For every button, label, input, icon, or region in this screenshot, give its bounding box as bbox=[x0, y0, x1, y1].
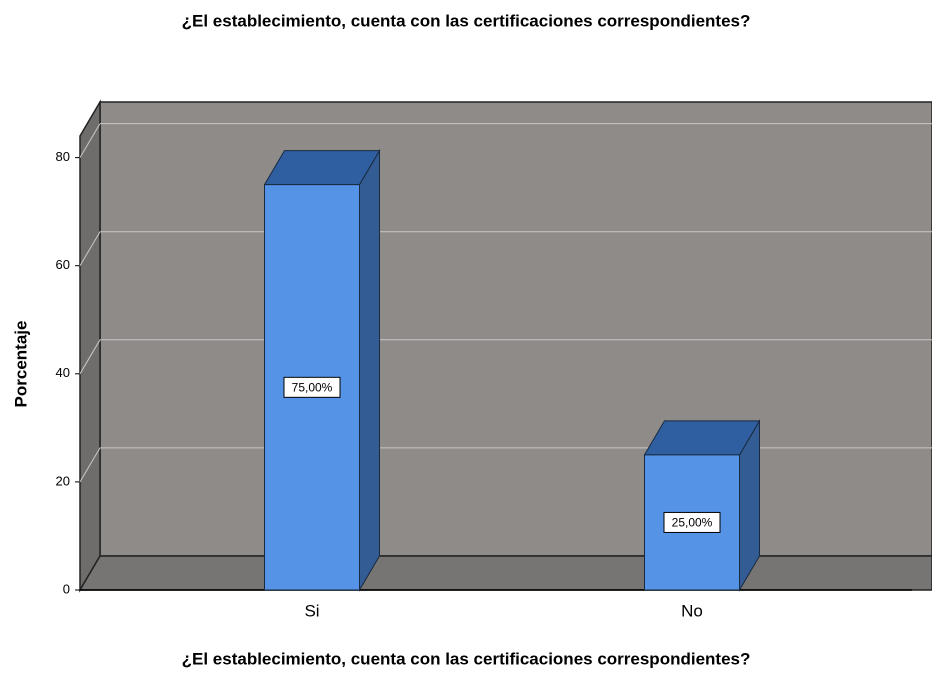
chart-title: ¿El establecimiento, cuenta con las cert… bbox=[182, 11, 751, 30]
floor bbox=[78, 555, 932, 591]
bar-top bbox=[643, 420, 761, 456]
x-tick-label: Si bbox=[304, 601, 319, 620]
bar-top bbox=[263, 150, 381, 186]
x-axis-label: ¿El establecimiento, cuenta con las cert… bbox=[182, 649, 751, 668]
left-wall bbox=[79, 99, 101, 593]
value-label-box bbox=[283, 376, 341, 398]
y-axis-label: Porcentaje bbox=[11, 321, 30, 408]
y-tick-label: 40 bbox=[56, 365, 70, 380]
y-tick-label: 0 bbox=[63, 581, 70, 596]
grid-line bbox=[79, 123, 101, 158]
y-tick-label: 60 bbox=[56, 257, 70, 272]
grid-line bbox=[79, 231, 101, 266]
y-tick-label: 80 bbox=[56, 149, 70, 164]
back-wall bbox=[99, 101, 932, 557]
value-label: 25,00% bbox=[672, 516, 713, 530]
x-tick-label: No bbox=[681, 601, 703, 620]
grid-line bbox=[79, 447, 101, 483]
grid-line bbox=[79, 339, 101, 375]
value-label-box bbox=[663, 511, 721, 533]
y-tick-label: 20 bbox=[56, 473, 70, 488]
bar-side bbox=[359, 148, 380, 592]
value-label: 75,00% bbox=[292, 380, 333, 394]
